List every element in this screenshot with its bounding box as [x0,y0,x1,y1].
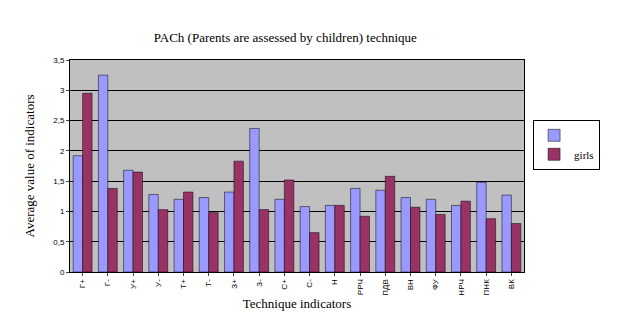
svg-text:PACh (Parents are assessed by: PACh (Parents are assessed by children) … [154,30,417,45]
svg-text:РРЧ: РРЧ [356,279,365,295]
svg-text:0: 0 [60,268,65,277]
svg-text:1: 1 [60,207,65,216]
svg-text:1,5: 1,5 [53,177,65,186]
svg-text:Т-: Т- [204,279,213,287]
svg-text:З+: З+ [230,279,239,289]
svg-text:ВН: ВН [406,279,415,290]
svg-text:Н: Н [330,279,339,285]
svg-text:С-: С- [305,279,314,288]
svg-text:ВК: ВК [507,279,516,289]
svg-text:2,5: 2,5 [53,116,65,125]
svg-text:Т+: Т+ [179,279,188,289]
svg-text:З-: З- [255,279,264,287]
svg-text:НРЧ: НРЧ [457,279,466,295]
svg-text:ПНК: ПНК [482,279,491,296]
svg-text:girls: girls [574,149,594,161]
svg-text:Г+: Г+ [78,279,87,288]
svg-text:Г-: Г- [103,279,112,286]
svg-text:У-: У- [154,279,163,287]
svg-text:3,5: 3,5 [53,56,65,65]
svg-text:ПДВ: ПДВ [381,279,390,296]
svg-text:У+: У+ [129,279,138,289]
svg-text:2: 2 [60,147,65,156]
svg-text:ФУ: ФУ [431,278,440,290]
svg-text:Technique indicators: Technique indicators [243,296,351,311]
svg-text:С+: С+ [280,279,289,290]
svg-text:Average value of indicators: Average value of indicators [22,94,37,237]
svg-text:0,5: 0,5 [53,238,65,247]
svg-text:3: 3 [60,86,65,95]
